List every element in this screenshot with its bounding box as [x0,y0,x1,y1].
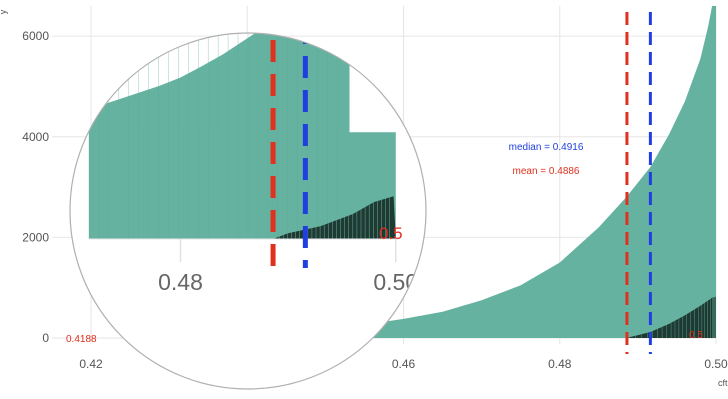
x-tick-label: 0.42 [79,357,103,371]
inset-border [69,32,427,390]
y-tick-label: 2000 [22,230,49,244]
annotations: median = 0.4916 mean = 0.4886 0.4188 0.5 [66,142,703,345]
inset-histogram-area [89,33,350,239]
max-value-annotation: 0.5 [689,330,703,341]
zoom-inset: 0.48 0.500.5 [69,32,427,390]
reference-lines [625,12,652,354]
x-axis-label: cft [718,378,728,388]
x-tick-label: 0.46 [392,357,416,371]
y-axis-label: y [0,9,8,14]
inset-annotation: 0.5 [379,224,403,243]
mean-label: mean = 0.4886 [513,166,580,177]
x-tick-label: 0.50 [704,357,728,371]
median-label: median = 0.4916 [509,142,584,153]
inset-x-tick-label: 0.48 [158,269,203,295]
y-tick-label: 4000 [22,130,49,144]
min-value-annotation: 0.4188 [66,334,97,345]
y-tick-label: 6000 [22,29,49,43]
inset-content: 0.48 0.500.5 [88,33,418,295]
x-tick-label: 0.48 [548,357,572,371]
y-tick-label: 0 [42,331,49,345]
overlay-histogram-area [626,296,716,338]
